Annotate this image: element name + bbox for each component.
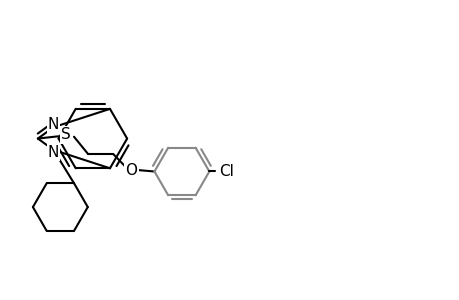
Text: O: O (125, 163, 137, 178)
Text: N: N (48, 145, 59, 160)
Text: S: S (61, 128, 71, 142)
Text: Cl: Cl (218, 164, 233, 179)
Text: N: N (48, 117, 59, 132)
